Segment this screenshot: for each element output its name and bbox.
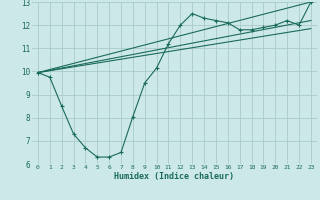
X-axis label: Humidex (Indice chaleur): Humidex (Indice chaleur) [115, 172, 234, 181]
